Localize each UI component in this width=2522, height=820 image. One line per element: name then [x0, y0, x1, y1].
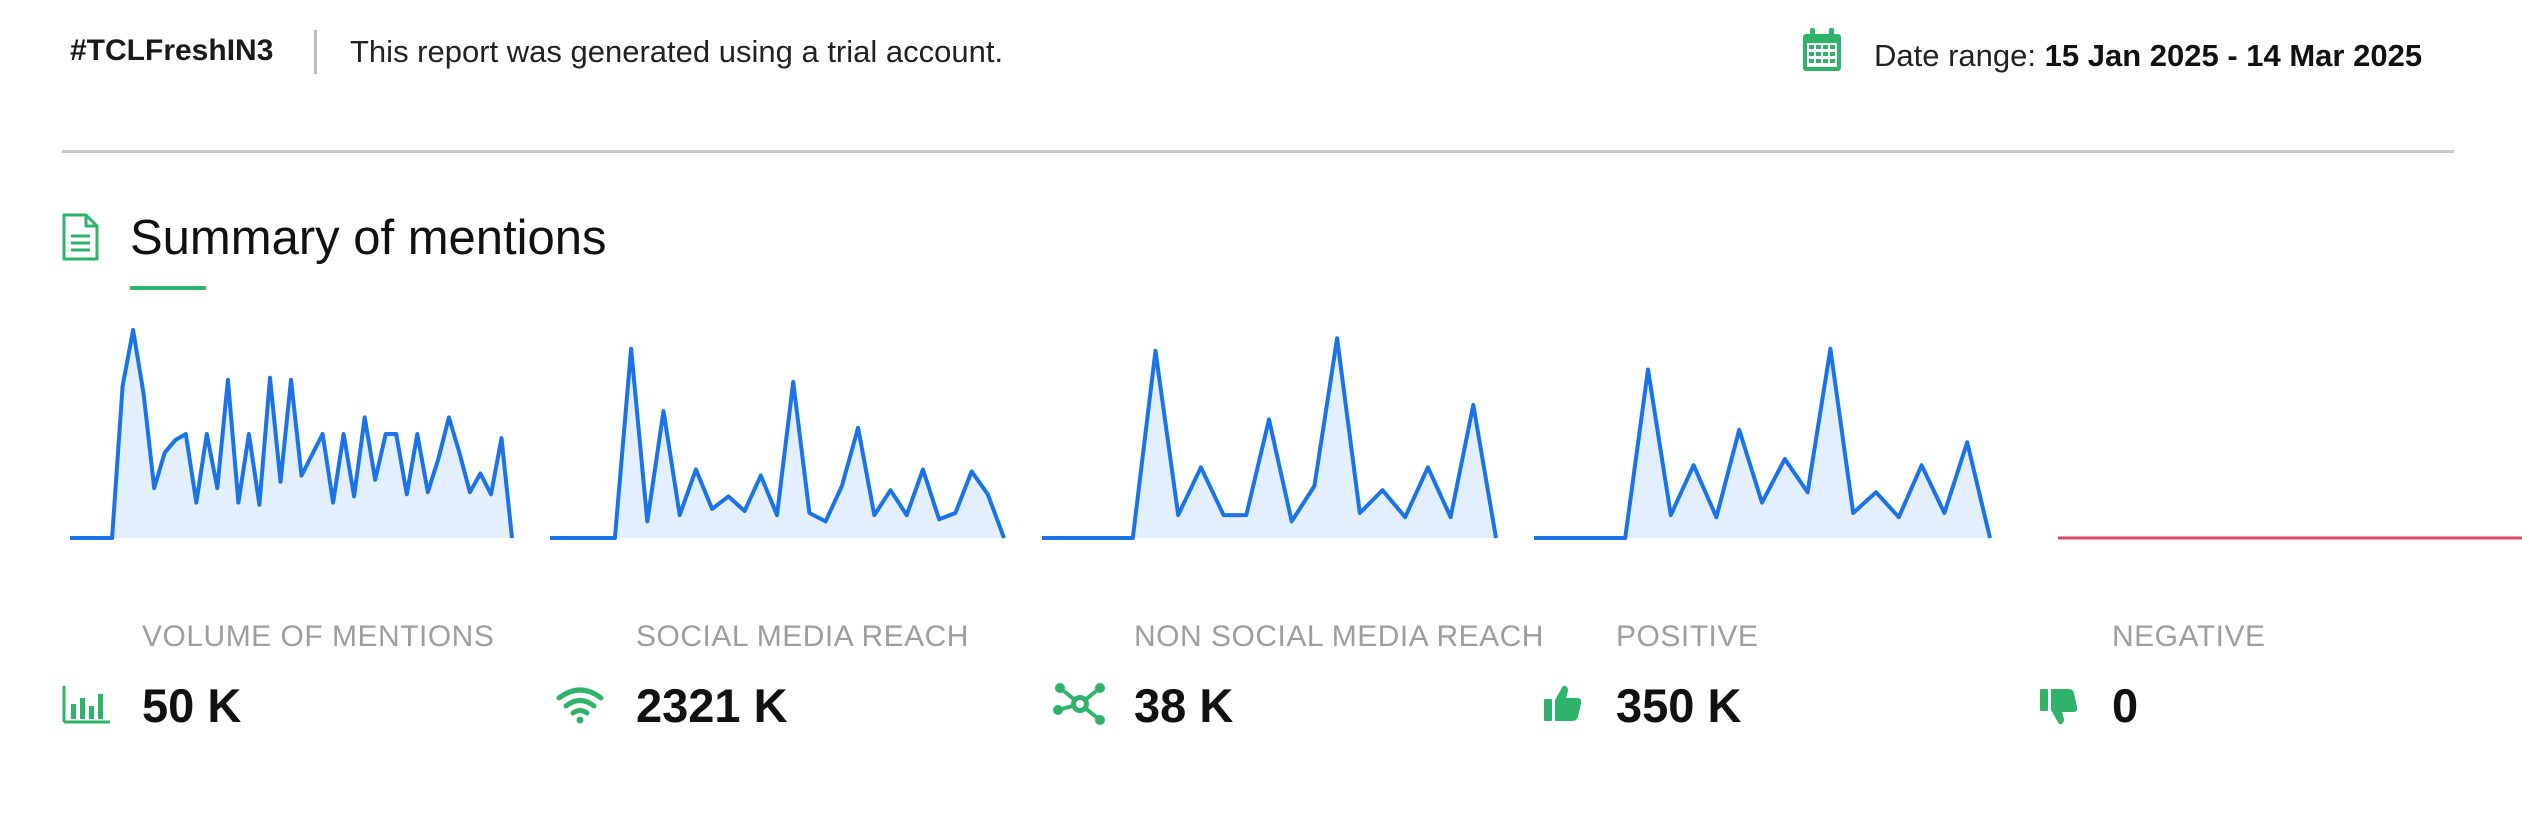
metric-label: POSITIVE [1616, 620, 1759, 653]
sparkline-area [1534, 348, 1990, 538]
sparkline-2 [550, 346, 1006, 540]
bar-chart-icon [62, 684, 112, 729]
calendar-icon [1800, 26, 1844, 79]
metric-label: NEGATIVE [2112, 620, 2266, 653]
date-range: Date range: 15 Jan 2025 - 14 Mar 2025 [1874, 38, 2422, 74]
network-icon [1052, 680, 1108, 733]
sparkline-line [1534, 346, 1992, 540]
section-title-underline [130, 286, 206, 290]
metric-label: VOLUME OF MENTIONS [142, 620, 495, 653]
header-rule [62, 150, 2454, 153]
sparkline-line [70, 328, 514, 540]
header-divider [314, 30, 317, 74]
metric-value: 2321 K [636, 679, 788, 732]
sparkline-3 [1042, 336, 1498, 540]
wifi-icon [556, 684, 604, 729]
sparkline-line [1042, 336, 1498, 540]
thumbs-down-icon [2038, 686, 2080, 733]
metric-value: 50 K [142, 679, 242, 732]
sparkline-1 [70, 328, 514, 540]
metric-value: 0 [2112, 679, 2139, 732]
document-icon [60, 212, 100, 267]
thumbs-up-icon [1542, 682, 1584, 729]
sparkline-line [550, 346, 1006, 540]
sparkline-area [1042, 338, 1496, 538]
date-range-value: 15 Jan 2025 - 14 Mar 2025 [2044, 38, 2423, 73]
metric-value: 38 K [1134, 679, 1234, 732]
sparkline-charts [70, 328, 2522, 540]
metric-label: SOCIAL MEDIA REACH [636, 620, 969, 653]
metric-label: NON SOCIAL MEDIA REACH [1134, 620, 1544, 653]
metric-value: 350 K [1616, 679, 1742, 732]
date-range-label: Date range: [1874, 38, 2036, 73]
sparkline-area [70, 330, 512, 538]
sparkline-4 [1534, 346, 1992, 540]
trial-notice: This report was generated using a trial … [350, 34, 1004, 69]
report-hashtag: #TCLFreshIN3 [70, 34, 274, 67]
section-title: Summary of mentions [130, 211, 607, 265]
